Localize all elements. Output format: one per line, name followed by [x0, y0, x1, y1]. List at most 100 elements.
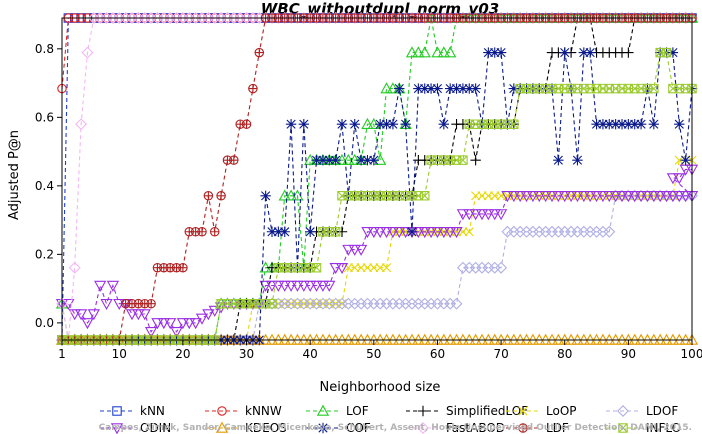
legend-marker [317, 422, 329, 434]
data-point [267, 298, 277, 309]
x-tick-label: 30 [239, 347, 254, 361]
data-point [526, 191, 540, 203]
data-point [649, 83, 659, 94]
data-point [419, 191, 430, 201]
y-tick-label: 0.6 [35, 110, 54, 124]
series-line-ldf [62, 17, 692, 341]
legend-marker [112, 406, 122, 416]
data-point [552, 191, 565, 203]
legend-label: KDEOS [245, 421, 287, 434]
data-point [248, 83, 258, 94]
legend-item-simplifiedlof: SimplifiedLOF [406, 404, 528, 418]
data-point [578, 47, 590, 58]
x-tick-label: 50 [366, 347, 381, 361]
data-point [451, 83, 462, 94]
data-point [475, 209, 489, 221]
data-point [394, 83, 405, 94]
legend-label: LoOP [546, 404, 577, 418]
data-point [514, 191, 527, 203]
x-tick-label: 80 [557, 347, 572, 361]
data-point [629, 118, 640, 130]
data-point [660, 191, 673, 203]
data-point [489, 47, 500, 58]
data-point [361, 117, 374, 129]
data-point [488, 209, 501, 221]
data-point [291, 280, 304, 292]
data-point [336, 226, 348, 237]
legend-label: kNN [140, 404, 165, 418]
data-point [202, 309, 215, 321]
legend-label: FastABOD [446, 421, 505, 434]
data-point [405, 46, 419, 58]
data-point [144, 327, 158, 339]
data-point [584, 47, 596, 58]
legend-marker [518, 406, 528, 416]
data-point [164, 318, 177, 330]
data-point [146, 298, 156, 309]
y-tick-label: 0.4 [35, 179, 54, 193]
data-point [539, 191, 552, 203]
data-point [284, 189, 298, 201]
data-point [216, 191, 226, 201]
x-tick-label: 20 [175, 347, 190, 361]
legend-marker [518, 423, 528, 433]
data-point [183, 318, 196, 330]
data-point [324, 154, 335, 166]
series-line-loop [62, 159, 692, 341]
legend-marker [215, 421, 229, 433]
data-point [132, 309, 145, 321]
legend-label: ODIN [140, 421, 171, 434]
series-loop [57, 155, 697, 345]
data-point [680, 154, 691, 166]
data-point [381, 118, 392, 130]
data-point [125, 309, 139, 321]
data-point [564, 191, 578, 203]
data-point [259, 280, 272, 292]
watermark: Campos, Zimek, Sander, Campello, Micenko… [99, 423, 692, 433]
data-point [279, 226, 290, 237]
legend-marker [417, 405, 429, 417]
data-point [470, 83, 481, 94]
legend-label: kNNW [245, 404, 282, 418]
data-point [266, 226, 278, 237]
data-point [464, 227, 474, 237]
data-point [577, 191, 590, 203]
data-point [229, 155, 239, 165]
y-axis-label: Adjusted P@n [7, 130, 22, 220]
axes: 1 10 20 30 40 50 60 70 80 90 100 0.0 0.2 0.4 0.6 0.8 [35, 17, 702, 361]
series-line-fastabod [61, 17, 692, 341]
data-point [603, 225, 616, 238]
x-tick-label: 100 [681, 347, 702, 361]
data-point [368, 154, 380, 166]
data-point [667, 47, 679, 58]
data-point [648, 118, 660, 130]
x-axis-label: Neighborhood size [320, 380, 441, 395]
data-point [666, 173, 680, 185]
data-point [329, 262, 342, 275]
data-point [494, 209, 508, 221]
legend-label: COF [346, 421, 371, 434]
data-point [100, 298, 113, 311]
series-line-knn [61, 17, 692, 341]
data-point [106, 280, 120, 292]
data-point [603, 191, 616, 203]
legend-marker [110, 423, 124, 434]
data-point [463, 209, 476, 221]
data-point [647, 191, 660, 203]
legend-item-cof: COF [306, 421, 371, 434]
data-point [419, 83, 430, 94]
data-point [254, 47, 265, 58]
data-point [412, 46, 425, 58]
data-point [450, 297, 463, 310]
data-point [458, 155, 468, 165]
data-point [654, 191, 667, 203]
data-point [178, 262, 188, 273]
series-line-odin [62, 168, 694, 333]
data-point [203, 191, 214, 201]
data-point [482, 209, 495, 221]
plot-area [55, 11, 699, 346]
data-point [74, 309, 88, 321]
data-point [81, 318, 94, 330]
data-point [666, 191, 680, 203]
watermark-text: Campos, Zimek, Sander, Campello, Micenko… [99, 423, 692, 433]
